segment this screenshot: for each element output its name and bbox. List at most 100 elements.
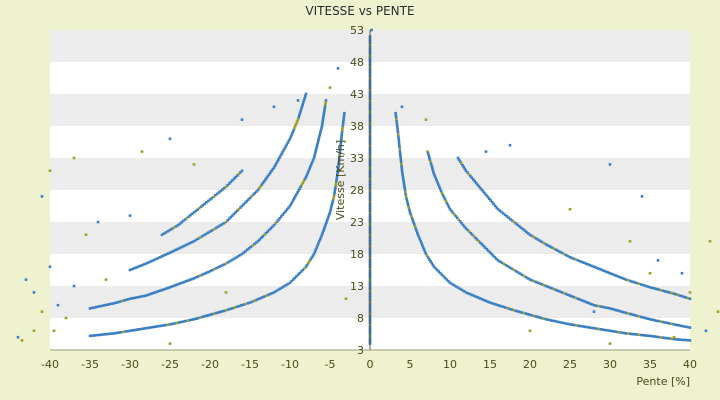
data-point [594, 266, 598, 269]
data-point [304, 94, 307, 98]
data-point [275, 160, 279, 164]
data-point [446, 203, 450, 207]
data-point [265, 176, 268, 180]
data-point [192, 318, 196, 321]
data-point [664, 321, 667, 324]
data-point [581, 325, 585, 328]
data-point [285, 143, 289, 146]
data-point [398, 150, 402, 153]
data-point [500, 261, 504, 265]
data-point [162, 324, 165, 327]
data-point [412, 221, 415, 224]
y-axis-label: Vitesse [Km/h] [334, 140, 347, 220]
data-point [341, 124, 345, 128]
x-tick-label: 20 [523, 358, 537, 371]
data-point [333, 190, 336, 194]
data-point [668, 337, 671, 340]
data-point [224, 309, 228, 312]
data-point [256, 239, 260, 243]
data-point [436, 181, 439, 184]
data-point [168, 137, 172, 141]
data-point [175, 321, 178, 325]
data-point [110, 332, 114, 335]
data-point [339, 139, 343, 143]
data-point [303, 177, 307, 181]
x-tick-label: -30 [121, 358, 139, 371]
data-point [190, 277, 194, 281]
data-point [666, 290, 669, 294]
data-point [340, 131, 344, 134]
data-point [628, 239, 632, 243]
data-point [181, 320, 185, 323]
data-point [520, 311, 524, 314]
data-point [419, 239, 422, 243]
data-point [268, 292, 272, 296]
data-point [208, 230, 212, 233]
data-point [142, 294, 145, 298]
data-point [124, 330, 127, 333]
data-point [688, 326, 692, 329]
data-point [474, 181, 478, 185]
data-point [313, 152, 317, 155]
data-point [573, 323, 576, 327]
data-point [323, 225, 327, 228]
data-point [180, 221, 183, 224]
data-point [24, 278, 28, 281]
data-point [656, 259, 660, 262]
data-point [293, 126, 296, 130]
data-point [428, 258, 431, 261]
data-point [590, 303, 594, 306]
data-point [504, 263, 508, 267]
data-point [136, 265, 140, 269]
data-point [318, 135, 321, 138]
data-point [551, 319, 554, 322]
data-point [226, 308, 230, 311]
data-point [276, 288, 280, 292]
data-point [579, 324, 583, 328]
data-point [334, 186, 337, 190]
data-point [640, 315, 643, 319]
data-point [610, 307, 614, 311]
data-point [530, 234, 534, 238]
data-point [224, 262, 228, 265]
data-point [464, 291, 468, 294]
data-point [560, 251, 564, 255]
data-point [234, 211, 237, 214]
data-point [420, 242, 423, 245]
data-point [206, 314, 210, 317]
data-point [131, 297, 134, 300]
data-point [410, 215, 413, 218]
data-point [199, 205, 203, 208]
data-point [248, 196, 252, 200]
data-point [32, 329, 36, 333]
data-point [488, 251, 492, 254]
data-point [156, 256, 160, 260]
data-point [496, 207, 500, 211]
data-point [653, 335, 656, 338]
data-point [424, 118, 428, 121]
data-point [497, 304, 500, 307]
data-point [237, 304, 241, 308]
data-point [93, 334, 96, 337]
data-point [646, 317, 650, 320]
data-point [399, 154, 402, 158]
data-point [595, 327, 598, 330]
data-point [106, 303, 109, 306]
data-point [240, 169, 244, 173]
data-point [266, 293, 270, 297]
data-point [219, 189, 222, 193]
data-point [226, 183, 229, 187]
data-point [162, 232, 166, 235]
data-point [678, 294, 682, 297]
y-tick-label: 28 [350, 184, 364, 197]
data-point [249, 245, 253, 249]
data-point [172, 249, 176, 253]
data-point [686, 325, 689, 329]
data-point [152, 258, 156, 262]
data-point [318, 239, 321, 243]
data-point [335, 178, 338, 181]
data-point [650, 334, 654, 338]
data-point [174, 248, 178, 252]
data-point [526, 277, 530, 280]
data-point [258, 238, 261, 241]
